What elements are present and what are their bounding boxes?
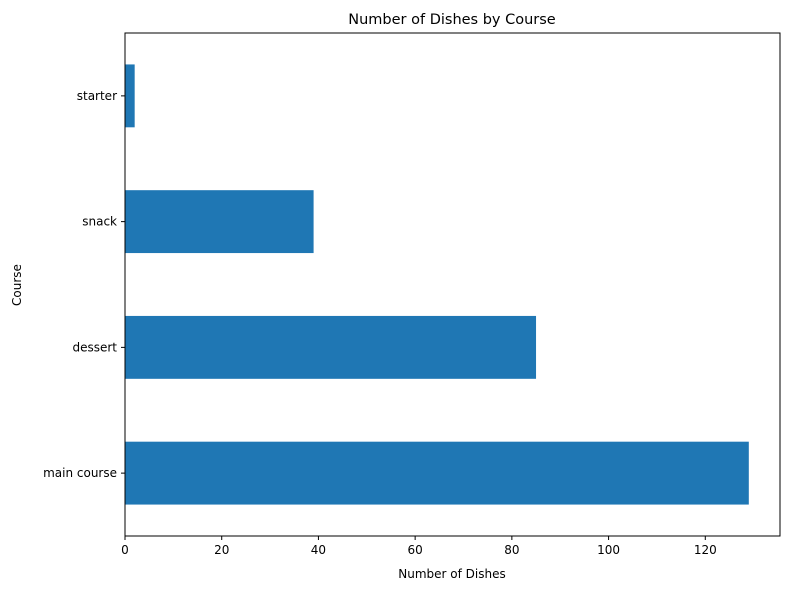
bar-starter bbox=[125, 64, 135, 128]
y-tick-label: main course bbox=[43, 466, 117, 480]
x-tick-label: 100 bbox=[597, 543, 620, 557]
bar-main-course bbox=[125, 441, 749, 505]
x-tick-label: 20 bbox=[214, 543, 229, 557]
y-axis-ticks: main course dessert snack starter bbox=[43, 89, 125, 480]
plot-frame bbox=[124, 32, 781, 537]
y-axis-label: Course bbox=[10, 264, 24, 306]
x-axis-ticks: 0 20 40 60 80 100 120 bbox=[121, 536, 717, 557]
bar-dessert bbox=[125, 315, 537, 379]
y-tick-label: starter bbox=[77, 89, 117, 103]
x-tick-label: 80 bbox=[504, 543, 519, 557]
bars-group bbox=[125, 64, 749, 505]
x-axis-label: Number of Dishes bbox=[398, 567, 505, 581]
x-tick-label: 40 bbox=[311, 543, 326, 557]
x-tick-label: 0 bbox=[121, 543, 129, 557]
chart-title: Number of Dishes by Course bbox=[348, 12, 556, 28]
x-tick-label: 120 bbox=[694, 543, 717, 557]
bar-snack bbox=[125, 190, 314, 254]
y-tick-label: snack bbox=[82, 215, 117, 229]
x-tick-label: 60 bbox=[408, 543, 423, 557]
y-tick-label: dessert bbox=[72, 340, 117, 354]
